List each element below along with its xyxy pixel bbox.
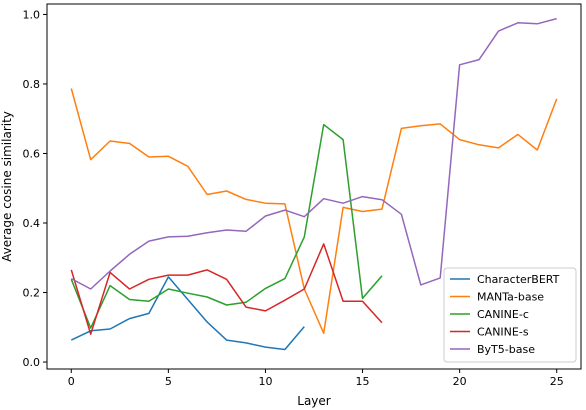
legend-box [443, 267, 577, 363]
legend-entry: CharacterBERT [477, 273, 560, 286]
series-lines [70, 17, 558, 351]
series-line-4 [70, 17, 557, 290]
y-axis-ticks: 0.0 0.2 0.4 0.6 0.8 1.0 [23, 8, 47, 369]
x-tick-label: 25 [550, 375, 564, 388]
series-line-2 [70, 123, 383, 329]
legend: CharacterBERT MANTa-base CANINE-c CANINE-s B… [443, 267, 577, 363]
y-tick-label: 1.0 [23, 8, 41, 21]
legend-entry: ByT5-base [477, 343, 535, 356]
y-tick-label: 0.6 [23, 147, 41, 160]
y-tick-label: 0.4 [23, 217, 41, 230]
x-tick-label: 10 [258, 375, 272, 388]
legend-entry: CANINE-c [477, 308, 529, 321]
x-tick-label: 0 [68, 375, 75, 388]
x-axis-ticks: 0 5 10 15 20 25 [68, 369, 564, 388]
series-line-1 [70, 88, 558, 334]
y-tick-label: 0.0 [23, 356, 41, 369]
legend-entry: MANTa-base [477, 291, 544, 304]
y-tick-label: 0.2 [23, 287, 41, 300]
x-axis-label: Layer [297, 394, 331, 408]
y-tick-label: 0.8 [23, 78, 41, 91]
x-tick-label: 20 [453, 375, 467, 388]
series-line-0 [70, 276, 305, 351]
plot-frame [46, 3, 582, 370]
series-line-3 [70, 243, 383, 335]
x-tick-label: 5 [165, 375, 172, 388]
legend-entry: CANINE-s [477, 326, 529, 339]
y-axis-label: Average cosine similarity [0, 111, 14, 262]
x-tick-label: 15 [356, 375, 370, 388]
